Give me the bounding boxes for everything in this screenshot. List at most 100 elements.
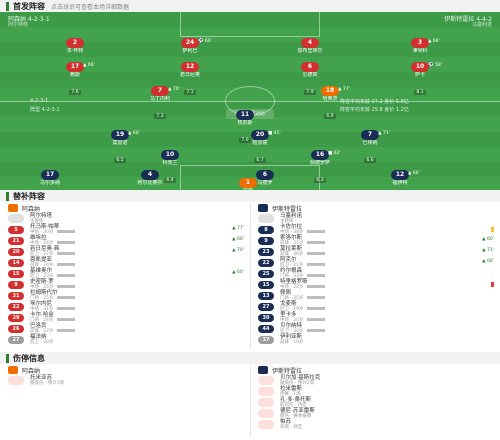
home-formation-note: 4-2-3-1 <box>30 98 49 104</box>
sub-info: 前锋 · 31岁 <box>280 241 325 246</box>
player-event: ■ 62' <box>328 151 341 156</box>
sub-name: 维埃拉 <box>30 235 47 241</box>
injury-icon <box>258 409 274 418</box>
sub-player-row[interactable]: 30 里卡多 中场 · 20岁 <box>258 312 498 323</box>
sub-number: 37 <box>258 335 274 344</box>
player-name: 马丁内利 <box>149 96 170 102</box>
sub-number: 15 <box>258 280 274 289</box>
injury-icon <box>8 376 24 385</box>
sub-player-row[interactable]: 26 巴洛贡 前锋 · 22岁 <box>8 323 248 334</box>
injury-row[interactable]: 德尼·苏亚雷斯 膝伤 · 赛季报销 <box>258 408 498 419</box>
pitch-player[interactable]: 7 马丁内利 7.3 ▲ 70' <box>130 86 190 121</box>
pitch-player[interactable]: 10 萨卡 8.1 ⚽ 58' <box>390 62 450 97</box>
player-number: 12 <box>391 170 409 180</box>
rating-bar <box>56 285 75 288</box>
sub-player-row[interactable]: 44 贝尔纳特 后卫 · 30岁 <box>258 323 498 334</box>
sub-player-row[interactable]: 14 恩凯提亚 前锋 · 24岁 <box>8 257 248 268</box>
sub-player-row[interactable]: 29 卡尔·哈金 门将 · 24岁 <box>8 312 248 323</box>
injury-player-name: 帕苏 <box>280 419 292 425</box>
player-rating: 7.0 <box>239 138 251 143</box>
player-rating: 6.6 <box>364 158 376 163</box>
sub-player-row[interactable]: 15 基维奥尔 后卫 · 23岁 ▲ 60' <box>8 268 248 279</box>
injury-row[interactable]: 拉米雷斯 停赛 · 1场 <box>258 386 498 397</box>
pitch-player[interactable]: 18 哈弗茨 6.9 ▲ 77' <box>300 86 360 121</box>
pitch-player[interactable]: 17 赖斯 7.6 ▲ 66' <box>45 62 105 97</box>
player-event: ▲ 71' <box>378 131 390 136</box>
sub-name: 托马斯·帕蒂 <box>30 224 60 230</box>
pitch-player[interactable]: 1拉亚7.3 <box>218 178 278 190</box>
pitch-player[interactable]: 12 若日尼奥 7.1 <box>160 62 220 97</box>
sub-info: 后卫 · 20岁 <box>30 340 54 345</box>
rating-bar <box>56 329 75 332</box>
sub-player-row[interactable]: 22 阿克尔 后卫 · 21岁 ▲ 66' <box>258 257 498 268</box>
home-subs-team-name: 阿森纳 <box>22 205 41 213</box>
player-event: ▲ 66' <box>83 63 95 68</box>
player-number: 6 <box>256 170 274 180</box>
away-subs: 伊斯特雷拉 马塞利诺 主教练 8 卡佐尔拉 中场 · 38岁 9 索洛尔斯 前锋 · 31… <box>258 203 498 345</box>
sub-info: 中场 · 24岁 <box>30 241 75 246</box>
injury-row[interactable]: 贝尔加·基斯拉克 腿筋伤 · 预计2周 <box>258 375 498 386</box>
sub-number: 14 <box>8 258 24 267</box>
coach-name: 阿尔特塔 <box>30 213 53 219</box>
pitch-player[interactable]: 12福伊特6.4▲ 66' <box>370 170 430 190</box>
away-coach-row[interactable]: 马塞利诺 主教练 <box>258 213 498 224</box>
pitch-player[interactable]: 10 科克兰 6.4 <box>140 150 200 185</box>
sub-player-row[interactable]: 9 索洛尔斯 前锋 · 31岁 ▲ 60' <box>258 235 498 246</box>
player-rating: 7.9 <box>304 90 316 95</box>
pitch-player[interactable]: 11 热苏斯 7.0 <box>215 110 275 145</box>
pitch-player[interactable]: 16 佩德罗萨 6.3 ■ 62' <box>290 150 350 185</box>
player-name: 津琴科 <box>412 48 428 54</box>
rating-bar <box>56 307 75 310</box>
injury-row[interactable]: 孔·多·桑托斯 肌肉伤 · 待定 <box>258 397 498 408</box>
sub-info: 前锋 · 36岁 <box>280 252 325 257</box>
sub-player-row[interactable]: 27 戈麦斯 后卫 · 19岁 <box>258 301 498 312</box>
sub-player-row[interactable]: 8 卡佐尔拉 中场 · 38岁 <box>258 224 498 235</box>
sub-player-row[interactable]: 21 维埃拉 中场 · 24岁 ▲ 66' <box>8 235 248 246</box>
sub-info: 中场 · 20岁 <box>280 318 325 323</box>
home-injury-team: 阿森纳 <box>8 365 248 375</box>
player-number: 2 <box>66 38 84 48</box>
sub-player-row[interactable]: 15 特里格罗斯 中场 · 22岁 <box>258 279 498 290</box>
pitch-player[interactable]: 19 莫雷诺 6.5 ▲ 60' <box>90 130 150 165</box>
sub-player-row[interactable]: 25 约尔根森 门将 · 33岁 <box>258 268 498 279</box>
player-name: 巴埃纳 <box>362 140 378 146</box>
sub-player-row[interactable]: 37 伊利亚斯 前锋 · 19岁 <box>258 334 498 345</box>
rating-bar <box>306 274 325 277</box>
pitch-player[interactable]: 7 巴埃纳 6.6 ▲ 71' <box>340 130 400 165</box>
player-rating: 7.1 <box>184 90 196 95</box>
away-subs-team-name: 伊斯特雷拉 <box>272 205 303 213</box>
player-number: 12 <box>181 62 199 72</box>
sub-player-row[interactable]: 20 若日尼奥·弗 后卫 · 27岁 ▲ 70' <box>8 246 248 257</box>
home-coach-row[interactable]: 阿尔特塔 主教练 <box>8 213 248 224</box>
player-rating: 6.7 <box>254 158 266 163</box>
player-name: 马尔多纳 <box>39 180 60 186</box>
sub-player-row[interactable]: 22 埃尔内尼 中场 · 31岁 <box>8 301 248 312</box>
player-name: 马德罗 <box>257 180 273 186</box>
injury-row[interactable]: 托米亚苏 膝盖伤 · 预计3周 <box>8 375 248 386</box>
sub-player-row[interactable]: 23 莫拉莱斯 前锋 · 36岁 ▲ 71' <box>258 246 498 257</box>
player-number: 10 <box>411 62 429 72</box>
pitch-player[interactable]: 20 帕雷霍 6.7 ■ 45' <box>230 130 290 165</box>
sub-number: 29 <box>8 313 24 322</box>
pitch-player[interactable]: 17马尔多纳6.2 <box>20 170 80 190</box>
estrella-crest-icon <box>258 204 268 212</box>
sub-player-row[interactable]: 5 托马斯·帕蒂 中场 · 30岁 ▲ 77' <box>8 224 248 235</box>
sub-event: ▲ 70' <box>232 248 244 253</box>
sub-player-row[interactable]: 27 福法纳 后卫 · 20岁 <box>8 334 248 345</box>
sub-player-row[interactable]: 31 拉姆斯代尔 门将 · 25岁 <box>8 290 248 301</box>
player-number: 7 <box>151 86 169 96</box>
sub-info: 前锋 · 19岁 <box>280 340 304 345</box>
sub-player-row[interactable]: 13 佩佩 门将 · 25岁 <box>258 290 498 301</box>
rating-bar <box>56 318 75 321</box>
sub-number: 13 <box>258 291 274 300</box>
pitch-player[interactable]: 6马德罗6.5 <box>235 170 295 190</box>
sub-event: ▲ 77' <box>232 226 244 231</box>
rating-bar <box>306 296 325 299</box>
injury-row[interactable]: 帕苏 伤病 · 待定 <box>258 419 498 430</box>
rating-bar <box>306 263 325 266</box>
sub-player-row[interactable]: 9 史密斯·罗 中场 · 25岁 <box>8 279 248 290</box>
pitch-player[interactable]: 6 厄德高 7.9 <box>280 62 340 97</box>
sub-name: 索洛尔斯 <box>280 235 303 241</box>
coach-avatar <box>258 214 274 223</box>
